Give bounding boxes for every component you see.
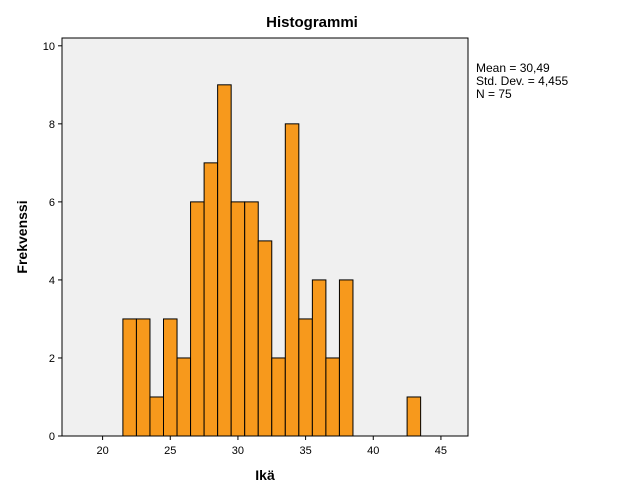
x-tick-label: 20	[96, 445, 108, 457]
histogram-bar-16	[338, 279, 354, 437]
x-tick-label: 25	[164, 445, 176, 457]
histogram-bar-3	[163, 318, 178, 437]
histogram-bar-8	[230, 201, 246, 437]
histogram-bar-9	[244, 201, 259, 437]
chart-title: Histogrammi	[266, 14, 358, 31]
stat-mean: Mean = 30,49	[476, 61, 550, 75]
y-axis: 0 2 4 6 8 10	[43, 41, 62, 443]
histogram-bar-12	[284, 123, 300, 437]
histogram-bar-6	[203, 162, 219, 437]
histogram-bar-0	[122, 318, 137, 437]
y-tick-label: 10	[43, 41, 55, 53]
histogram-bar-5	[190, 201, 205, 437]
histogram-bar-10	[257, 240, 273, 437]
histogram-bar-2	[149, 396, 164, 437]
y-tick-label: 2	[49, 353, 55, 365]
histogram-bar-1	[135, 318, 151, 437]
y-tick-label: 6	[49, 197, 55, 209]
histogram-bar-17	[406, 396, 422, 437]
y-axis-title: Frekvenssi	[14, 200, 30, 273]
stat-std-dev: Std. Dev. = 4,455	[476, 74, 569, 88]
histogram-bar-13	[298, 318, 313, 437]
summary-statistics: Mean = 30,49 Std. Dev. = 4,455 N = 75	[476, 62, 568, 101]
histogram-bar-14	[311, 279, 327, 437]
stat-n: N = 75	[476, 87, 512, 101]
x-tick-label: 40	[367, 445, 379, 457]
histogram-bars	[122, 84, 422, 437]
y-tick-label: 8	[49, 119, 55, 131]
y-tick-label: 4	[49, 275, 55, 287]
x-tick-label: 45	[435, 445, 447, 457]
y-tick-label: 0	[49, 431, 55, 443]
histogram-bar-4	[176, 357, 192, 437]
x-axis-title: Ikä	[255, 467, 275, 483]
histogram-bar-15	[325, 357, 340, 437]
x-axis: 20 25 30 35 40 45	[96, 436, 447, 457]
histogram-bar-11	[271, 357, 286, 437]
x-tick-label: 30	[232, 445, 244, 457]
histogram-bar-7	[217, 84, 232, 437]
x-tick-label: 35	[299, 445, 311, 457]
